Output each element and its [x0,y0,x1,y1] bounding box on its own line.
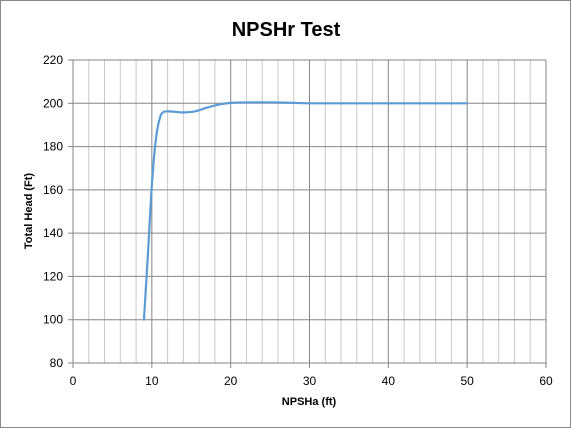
axes [68,59,547,368]
y-tick-label: 120 [43,269,63,283]
x-tick-label: 0 [70,374,77,388]
series-group [142,101,469,321]
y-tick-labels: 80 100 120 140 160 180 200 220 [43,53,63,370]
y-tick-label: 140 [43,226,63,240]
y-tick-label: 220 [43,53,63,67]
x-tick-label: 60 [539,374,553,388]
x-tick-label: 40 [382,374,396,388]
x-tick-labels: 0 10 20 30 40 50 60 [70,374,553,388]
y-tick-label: 180 [43,140,63,154]
x-tick-label: 50 [460,374,474,388]
series-line [142,101,469,321]
x-tick-label: 10 [145,374,159,388]
x-tick-label: 30 [303,374,317,388]
y-axis-label: Total Head (Ft) [23,173,35,250]
y-tick-label: 100 [43,313,63,327]
chart-title: NPSHr Test [232,19,341,41]
y-tick-label: 160 [43,183,63,197]
x-tick-label: 20 [224,374,238,388]
x-axis-label: NPSHa (ft) [282,396,337,408]
y-tick-label: 200 [43,96,63,110]
y-tick-label: 80 [50,356,64,370]
